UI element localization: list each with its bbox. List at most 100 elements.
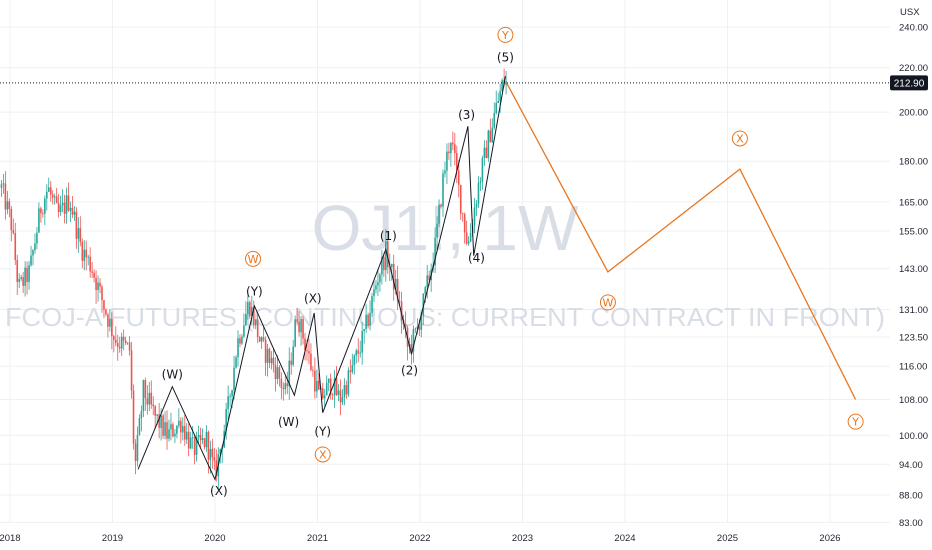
candle-body	[158, 414, 160, 428]
candle-body	[109, 318, 111, 327]
x-axis[interactable]: 2018 2019 2020 2021 2022 2023 2024 2025 2026	[0, 533, 841, 544]
candle-body	[114, 339, 117, 343]
candle-body	[461, 213, 464, 215]
candle-body	[398, 301, 401, 302]
candle-body	[381, 256, 383, 275]
candle-body	[81, 241, 84, 261]
candle-body	[193, 437, 196, 455]
candle-body	[260, 337, 263, 342]
y-tick-label: 165.00	[899, 197, 928, 208]
candle-body	[207, 431, 210, 460]
candle-body	[101, 286, 103, 301]
candle-body	[321, 388, 324, 399]
candle-body	[363, 329, 365, 332]
candle-body	[357, 350, 360, 354]
candle-body	[404, 323, 407, 328]
candle-body	[489, 130, 492, 143]
candle-body	[233, 367, 235, 391]
circle-label: W	[602, 296, 613, 309]
circle-marker	[599, 294, 616, 311]
candle-body	[12, 230, 15, 233]
candle-body	[99, 282, 101, 287]
candle-body	[67, 195, 70, 211]
y-tick-label: 83.00	[899, 518, 923, 529]
candle-body	[239, 338, 241, 344]
candle-body	[276, 367, 279, 379]
candle-body	[170, 424, 172, 430]
candle-body	[6, 201, 9, 210]
candle-body	[209, 448, 212, 460]
candle-body	[229, 396, 231, 398]
candle-body	[335, 378, 338, 395]
candle-body	[359, 352, 362, 354]
candle-body	[4, 183, 7, 210]
candle-body	[463, 214, 466, 233]
candle-body	[312, 369, 314, 371]
candle-body	[339, 390, 342, 403]
candle-body	[205, 431, 208, 448]
candle-body	[235, 357, 237, 368]
candle-body	[118, 346, 121, 349]
candle-body	[227, 396, 229, 409]
candle-body	[126, 342, 129, 344]
candle-body	[475, 203, 478, 208]
candle-body	[142, 380, 145, 412]
candle-body	[16, 259, 19, 283]
candle-body	[266, 348, 269, 363]
candle-body	[8, 201, 11, 210]
candle-body	[302, 318, 304, 339]
wave-label: (3)	[458, 108, 475, 122]
candle-body	[79, 228, 82, 242]
y-tick-label: 200.00	[899, 108, 928, 119]
candle-body	[252, 307, 255, 326]
circle-marker	[497, 26, 514, 43]
candle-body	[201, 438, 204, 441]
candle-body	[337, 390, 340, 395]
candle-body	[122, 336, 125, 341]
candle-body	[172, 424, 174, 437]
candle-body	[369, 312, 371, 326]
candle-body	[138, 418, 141, 436]
candle-body	[280, 378, 283, 388]
candle-body	[422, 293, 425, 316]
candle-body	[116, 342, 119, 347]
candle-body	[185, 431, 188, 440]
candle-body	[22, 277, 24, 286]
grid-layer	[0, 0, 890, 523]
candle-body	[373, 289, 375, 297]
candle-body	[454, 144, 456, 154]
candle-body	[300, 318, 302, 333]
candle-body	[51, 194, 54, 198]
candle-body	[38, 208, 40, 233]
candle-body	[28, 265, 30, 283]
candle-body	[452, 142, 454, 145]
candle-body	[162, 415, 164, 436]
wave-label: (Y)	[314, 424, 331, 438]
candle-body	[288, 360, 291, 387]
candle-body	[385, 241, 387, 271]
candle-body	[113, 336, 115, 340]
y-tick-label: 123.50	[899, 332, 928, 343]
candle-body	[501, 80, 503, 91]
candle-body	[0, 184, 3, 188]
candle-body	[199, 434, 202, 441]
y-tick-label: 180.00	[899, 157, 928, 168]
x-tick-label: 2020	[204, 533, 225, 544]
y-tick-label: 94.00	[899, 460, 923, 471]
candle-body	[14, 232, 17, 260]
y-axis[interactable]: USX 240.00 220.00 200.00 180.00 165.00 155.00…	[899, 7, 928, 529]
candle-body	[424, 287, 427, 294]
candle-body	[440, 204, 442, 207]
candle-body	[349, 370, 352, 372]
candle-body	[132, 390, 135, 444]
candle-body	[341, 397, 344, 403]
candle-body	[148, 392, 151, 405]
candle-body	[180, 420, 182, 433]
candle-body	[483, 147, 486, 158]
candle-body	[497, 100, 499, 103]
circle-marker	[847, 413, 864, 430]
candle-body	[416, 326, 419, 329]
candle-body	[459, 184, 462, 214]
candle-body	[420, 315, 423, 330]
